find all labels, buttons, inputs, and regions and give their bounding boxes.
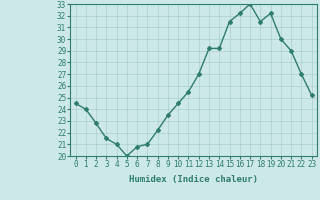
X-axis label: Humidex (Indice chaleur): Humidex (Indice chaleur) bbox=[129, 175, 258, 184]
